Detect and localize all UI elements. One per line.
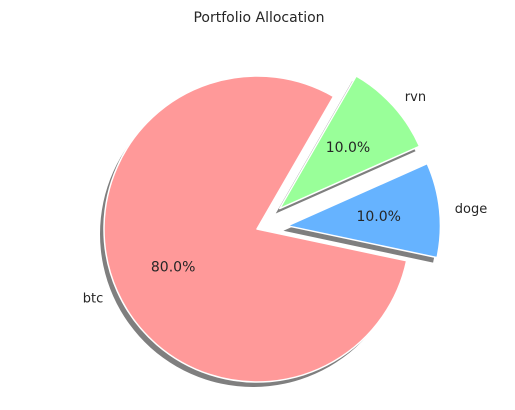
labels-group: btc 80.0% doge 10.0% rvn 10.0% [83,90,488,307]
slice-btc [103,75,408,383]
percent-label-doge: 10.0% [356,209,400,225]
percent-label-rvn: 10.0% [326,140,370,156]
label-btc: btc [83,291,104,306]
label-rvn: rvn [405,90,426,105]
slice-doge [286,162,442,259]
label-doge: doge [455,202,487,217]
slice-rvn [278,75,421,210]
chart-title: Portfolio Allocation [193,10,324,26]
percent-label-btc: 80.0% [151,259,195,275]
slices-group [103,75,442,383]
